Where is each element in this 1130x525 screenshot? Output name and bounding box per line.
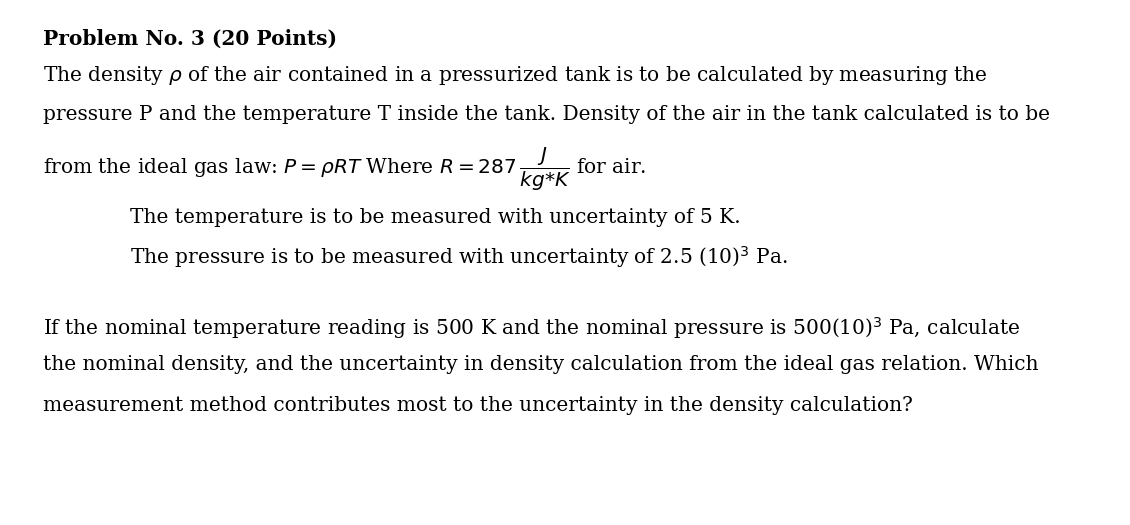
Text: from the ideal gas law: $P = \rho RT$ Where $R = 287\,\dfrac{J}{kg{*}K}$ for air: from the ideal gas law: $P = \rho RT$ Wh… xyxy=(43,146,646,193)
Text: measurement method contributes most to the uncertainty in the density calculatio: measurement method contributes most to t… xyxy=(43,396,913,415)
Text: The density $\rho$ of the air contained in a pressurized tank is to be calculate: The density $\rho$ of the air contained … xyxy=(43,64,988,87)
Text: the nominal density, and the uncertainty in density calculation from the ideal g: the nominal density, and the uncertainty… xyxy=(43,355,1038,374)
Text: Problem No. 3 (20 Points): Problem No. 3 (20 Points) xyxy=(43,29,337,49)
Text: The temperature is to be measured with uncertainty of 5 K.: The temperature is to be measured with u… xyxy=(130,208,740,227)
Text: The pressure is to be measured with uncertainty of 2.5 (10)$^3$ Pa.: The pressure is to be measured with unce… xyxy=(130,244,788,270)
Text: If the nominal temperature reading is 500 K and the nominal pressure is 500(10)$: If the nominal temperature reading is 50… xyxy=(43,315,1020,341)
Text: pressure P and the temperature T inside the tank. Density of the air in the tank: pressure P and the temperature T inside … xyxy=(43,105,1050,124)
